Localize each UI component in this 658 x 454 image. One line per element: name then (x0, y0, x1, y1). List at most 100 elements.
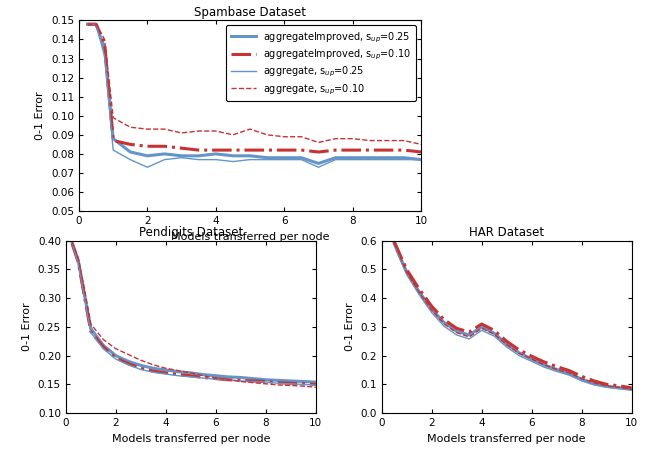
aggregateImproved, s$_{up}$=0.10 (415, 286, 423, 291)
aggregateImproved, s$_{up}$=0.10 (162, 370, 170, 375)
aggregate, s$_{up}$=0.25 (366, 157, 374, 163)
aggregateImproved, s$_{up}$=0.10 (262, 379, 270, 384)
aggregate, s$_{up}$=0.25 (80, 296, 88, 301)
aggregateImproved, s$_{up}$=0.10 (178, 145, 186, 151)
aggregateImproved, s$_{up}$=0.10 (137, 365, 145, 371)
aggregate, s$_{up}$=0.25 (383, 157, 391, 163)
aggregateImproved, s$_{up}$=0.25 (628, 386, 636, 392)
aggregateImproved, s$_{up}$=0.25 (161, 151, 168, 157)
X-axis label: Models transferred per node: Models transferred per node (171, 232, 329, 242)
aggregateImproved, s$_{up}$=0.10 (187, 373, 195, 379)
aggregate, s$_{up}$=0.10 (237, 379, 245, 384)
aggregate, s$_{up}$=0.10 (68, 239, 76, 245)
aggregateImproved, s$_{up}$=0.10 (400, 148, 408, 153)
aggregate, s$_{up}$=0.25 (87, 330, 95, 336)
aggregateImproved, s$_{up}$=0.25 (174, 369, 182, 375)
aggregateImproved, s$_{up}$=0.25 (237, 375, 245, 380)
aggregate, s$_{up}$=0.25 (149, 370, 157, 375)
aggregate, s$_{up}$=0.25 (84, 21, 91, 27)
Line: aggregateImproved, s$_{up}$=0.25: aggregateImproved, s$_{up}$=0.25 (394, 243, 632, 389)
aggregate, s$_{up}$=0.10 (174, 368, 182, 373)
aggregateImproved, s$_{up}$=0.10 (417, 149, 425, 155)
aggregateImproved, s$_{up}$=0.10 (490, 328, 498, 333)
aggregate, s$_{up}$=0.25 (332, 157, 340, 163)
aggregate, s$_{up}$=0.25 (503, 344, 511, 350)
aggregateImproved, s$_{up}$=0.25 (229, 153, 237, 158)
aggregateImproved, s$_{up}$=0.25 (262, 377, 270, 383)
aggregate, s$_{up}$=0.10 (465, 334, 473, 340)
aggregate, s$_{up}$=0.25 (428, 310, 436, 315)
aggregateImproved, s$_{up}$=0.25 (199, 372, 207, 377)
aggregate, s$_{up}$=0.25 (440, 324, 448, 329)
aggregateImproved, s$_{up}$=0.10 (237, 378, 245, 383)
aggregateImproved, s$_{up}$=0.10 (578, 374, 586, 379)
aggregate, s$_{up}$=0.10 (161, 126, 168, 132)
aggregate, s$_{up}$=0.10 (349, 136, 357, 141)
aggregateImproved, s$_{up}$=0.25 (263, 155, 271, 160)
aggregateImproved, s$_{up}$=0.10 (126, 142, 134, 147)
aggregate, s$_{up}$=0.25 (112, 356, 120, 362)
aggregate, s$_{up}$=0.25 (174, 373, 182, 379)
aggregateImproved, s$_{up}$=0.25 (68, 240, 76, 245)
aggregateImproved, s$_{up}$=0.25 (149, 365, 157, 371)
aggregate, s$_{up}$=0.25 (229, 159, 237, 164)
aggregate, s$_{up}$=0.25 (528, 359, 536, 364)
aggregate, s$_{up}$=0.25 (628, 387, 636, 393)
aggregateImproved, s$_{up}$=0.10 (229, 148, 237, 153)
aggregateImproved, s$_{up}$=0.25 (143, 153, 151, 158)
aggregateImproved, s$_{up}$=0.25 (465, 332, 473, 338)
aggregate, s$_{up}$=0.10 (224, 377, 232, 383)
aggregate, s$_{up}$=0.10 (553, 367, 561, 372)
aggregate, s$_{up}$=0.10 (212, 128, 220, 134)
aggregateImproved, s$_{up}$=0.10 (390, 238, 398, 244)
Y-axis label: 0-1 Error: 0-1 Error (345, 302, 355, 351)
aggregateImproved, s$_{up}$=0.25 (312, 380, 320, 385)
aggregateImproved, s$_{up}$=0.10 (349, 148, 357, 153)
aggregateImproved, s$_{up}$=0.25 (287, 378, 295, 384)
aggregate, s$_{up}$=0.10 (280, 134, 288, 139)
aggregate, s$_{up}$=0.10 (287, 383, 295, 388)
aggregate, s$_{up}$=0.25 (400, 157, 408, 163)
aggregate, s$_{up}$=0.25 (195, 157, 203, 163)
aggregate, s$_{up}$=0.10 (428, 307, 436, 313)
aggregateImproved, s$_{up}$=0.10 (440, 317, 448, 322)
aggregateImproved, s$_{up}$=0.10 (428, 303, 436, 309)
aggregateImproved, s$_{up}$=0.10 (503, 339, 511, 344)
aggregateImproved, s$_{up}$=0.25 (528, 356, 536, 362)
aggregate, s$_{up}$=0.10 (274, 382, 282, 388)
aggregateImproved, s$_{up}$=0.25 (503, 341, 511, 347)
aggregate, s$_{up}$=0.25 (212, 376, 220, 382)
aggregateImproved, s$_{up}$=0.25 (349, 155, 357, 160)
aggregateImproved, s$_{up}$=0.25 (383, 155, 391, 160)
aggregate, s$_{up}$=0.10 (515, 350, 523, 356)
aggregate, s$_{up}$=0.10 (178, 130, 186, 136)
aggregateImproved, s$_{up}$=0.10 (92, 21, 100, 27)
aggregateImproved, s$_{up}$=0.10 (149, 369, 157, 374)
aggregate, s$_{up}$=0.25 (162, 371, 170, 377)
aggregateImproved, s$_{up}$=0.10 (99, 344, 107, 350)
aggregateImproved, s$_{up}$=0.10 (224, 377, 232, 383)
aggregateImproved, s$_{up}$=0.25 (195, 153, 203, 158)
aggregate, s$_{up}$=0.25 (403, 272, 411, 277)
aggregateImproved, s$_{up}$=0.10 (528, 354, 536, 359)
Title: Pendigits Dataset: Pendigits Dataset (139, 227, 243, 239)
aggregate, s$_{up}$=0.10 (540, 362, 548, 368)
aggregate, s$_{up}$=0.25 (92, 21, 100, 27)
aggregateImproved, s$_{up}$=0.25 (224, 374, 232, 380)
aggregate, s$_{up}$=0.25 (280, 157, 288, 163)
aggregate, s$_{up}$=0.25 (578, 378, 586, 384)
aggregateImproved, s$_{up}$=0.25 (417, 157, 425, 163)
aggregate, s$_{up}$=0.10 (149, 362, 157, 368)
aggregateImproved, s$_{up}$=0.10 (212, 376, 220, 381)
aggregateImproved, s$_{up}$=0.25 (615, 385, 623, 390)
aggregateImproved, s$_{up}$=0.10 (515, 347, 523, 353)
aggregate, s$_{up}$=0.25 (99, 346, 107, 351)
aggregateImproved, s$_{up}$=0.10 (68, 241, 76, 246)
aggregate, s$_{up}$=0.25 (237, 378, 245, 384)
aggregate, s$_{up}$=0.25 (263, 157, 271, 163)
aggregateImproved, s$_{up}$=0.25 (246, 153, 254, 158)
aggregate, s$_{up}$=0.25 (262, 380, 270, 385)
aggregate, s$_{up}$=0.10 (212, 375, 220, 381)
aggregate, s$_{up}$=0.25 (137, 367, 145, 372)
aggregateImproved, s$_{up}$=0.25 (126, 149, 134, 155)
